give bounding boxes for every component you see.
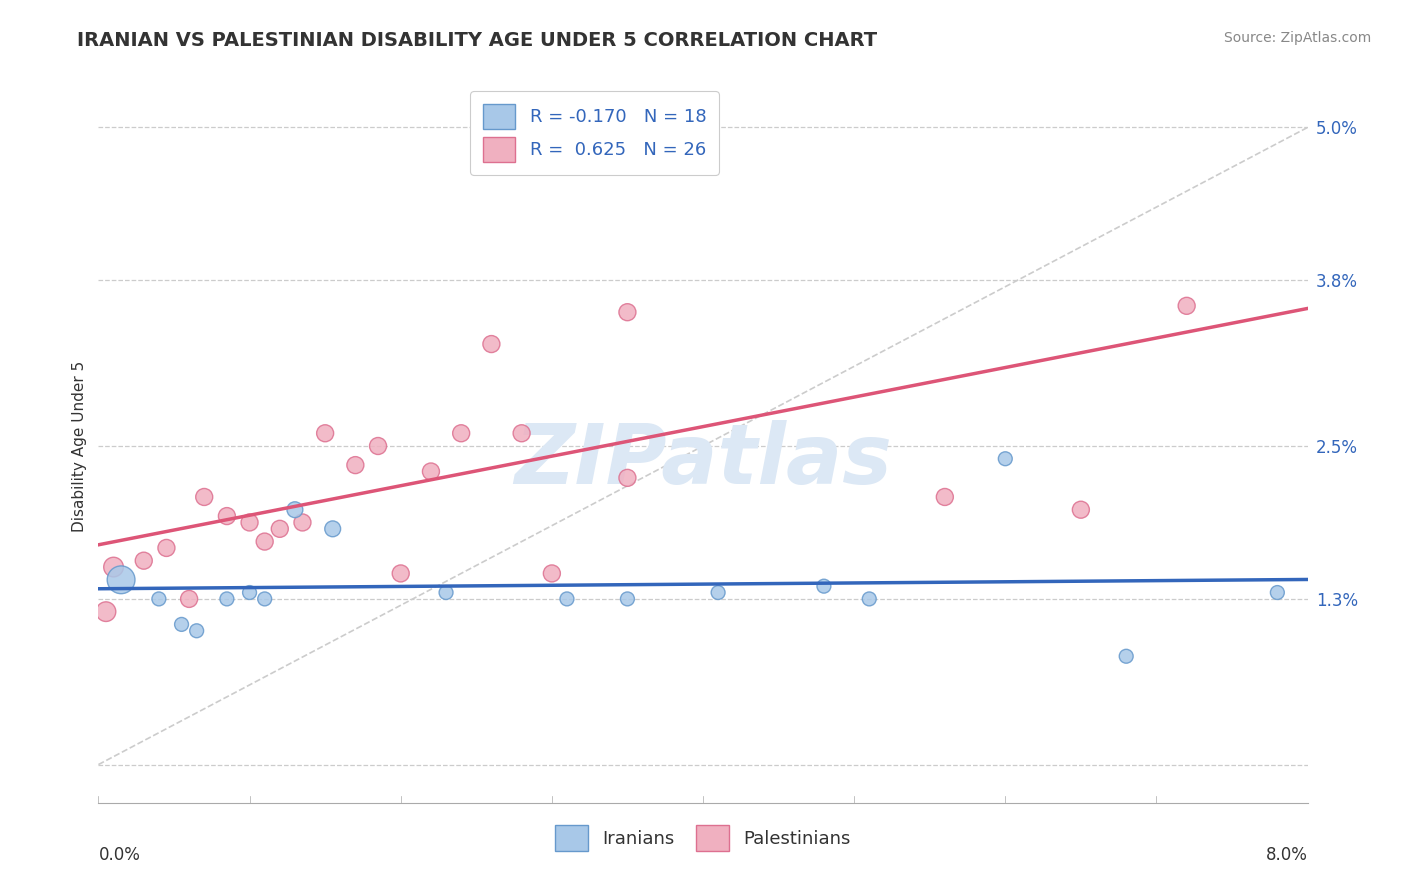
Point	[253, 591, 276, 606]
Point	[179, 591, 201, 606]
Point	[253, 534, 276, 549]
Point	[994, 451, 1017, 466]
Point	[269, 522, 291, 536]
Point	[1070, 502, 1092, 516]
Point	[692, 153, 714, 167]
Point	[510, 426, 533, 441]
Point	[94, 605, 117, 619]
Text: 8.0%: 8.0%	[1265, 846, 1308, 863]
Point	[215, 509, 238, 524]
Point	[616, 305, 638, 319]
Point	[858, 591, 880, 606]
Point	[155, 541, 177, 555]
Point	[813, 579, 835, 593]
Text: IRANIAN VS PALESTINIAN DISABILITY AGE UNDER 5 CORRELATION CHART: IRANIAN VS PALESTINIAN DISABILITY AGE UN…	[77, 31, 877, 50]
Y-axis label: Disability Age Under 5: Disability Age Under 5	[72, 360, 87, 532]
Point	[389, 566, 412, 581]
Point	[170, 617, 193, 632]
Point	[284, 502, 307, 516]
Point	[148, 591, 170, 606]
Point	[1115, 649, 1137, 664]
Point	[1267, 585, 1289, 599]
Point	[344, 458, 367, 472]
Point	[186, 624, 208, 638]
Text: Source: ZipAtlas.com: Source: ZipAtlas.com	[1223, 31, 1371, 45]
Point	[193, 490, 215, 504]
Point	[420, 465, 443, 479]
Point	[239, 516, 262, 530]
Point	[481, 337, 503, 351]
Point	[616, 591, 638, 606]
Point	[1175, 299, 1198, 313]
Point	[215, 591, 238, 606]
Point	[314, 426, 336, 441]
Legend: Iranians, Palestinians: Iranians, Palestinians	[548, 818, 858, 858]
Point	[434, 585, 457, 599]
Point	[322, 522, 344, 536]
Point	[934, 490, 956, 504]
Point	[616, 471, 638, 485]
Point	[110, 573, 132, 587]
Point	[132, 554, 155, 568]
Text: ZIPatlas: ZIPatlas	[515, 420, 891, 500]
Point	[450, 426, 472, 441]
Point	[540, 566, 562, 581]
Point	[555, 591, 578, 606]
Point	[239, 585, 262, 599]
Point	[103, 560, 125, 574]
Text: 0.0%: 0.0%	[98, 846, 141, 863]
Point	[707, 585, 730, 599]
Point	[367, 439, 389, 453]
Point	[291, 516, 314, 530]
